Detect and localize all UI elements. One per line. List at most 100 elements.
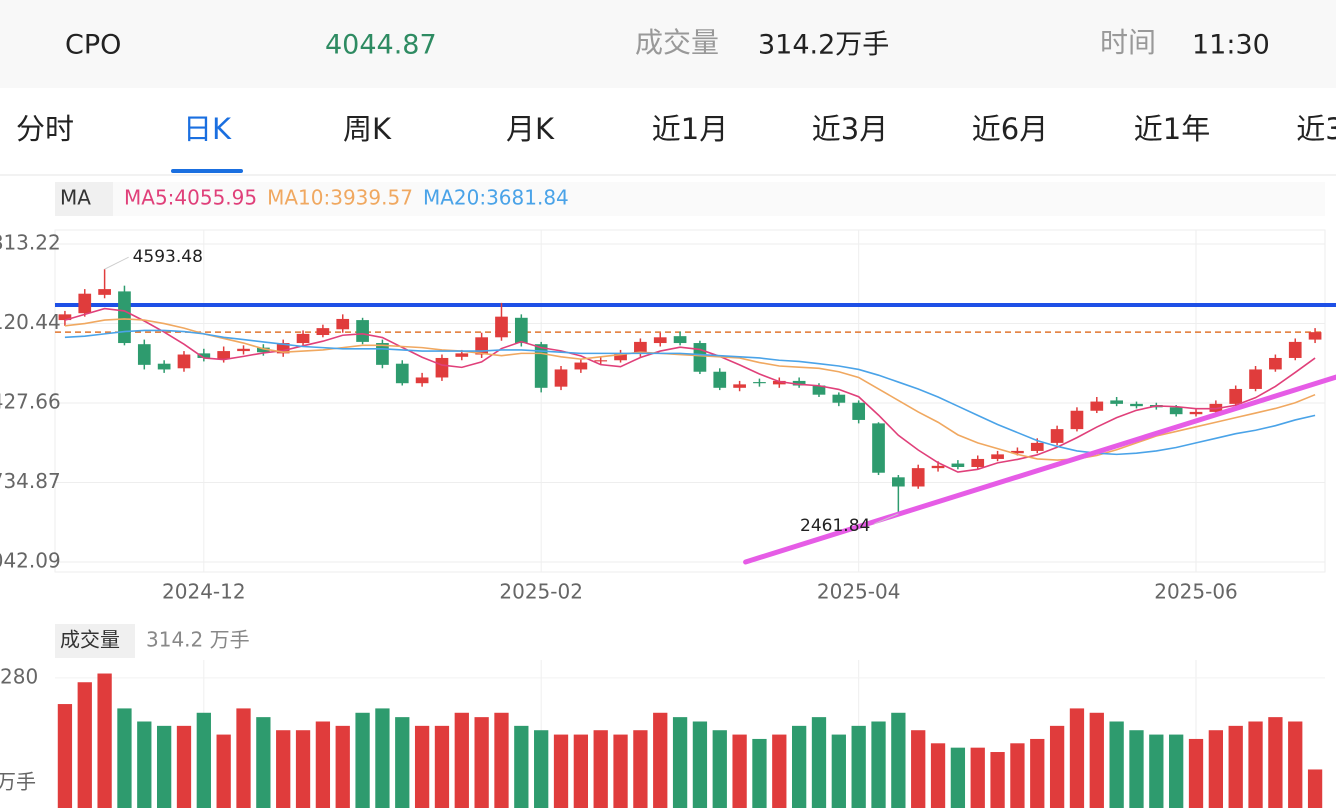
- tab-underline: [171, 169, 243, 173]
- legend-entry: MA5:4055.95: [124, 186, 257, 210]
- candle-body: [693, 343, 707, 372]
- candle-body: [1269, 357, 1282, 370]
- y-tick-label: 3427.66: [0, 389, 61, 413]
- volume-bar: [1208, 730, 1224, 808]
- candle-body: [237, 348, 250, 352]
- volume-bar: [732, 734, 747, 808]
- volume-bar: [1268, 717, 1283, 808]
- volume-bar: [216, 734, 231, 808]
- x-tick-label: 2025-04: [817, 580, 901, 604]
- candle-body: [217, 351, 231, 360]
- tab[interactable]: 近1年: [1134, 112, 1210, 146]
- volume-bar: [57, 704, 73, 808]
- candle-body: [1308, 332, 1322, 340]
- tab[interactable]: 周K: [343, 112, 392, 146]
- volume-bar: [355, 712, 370, 808]
- volume-bar: [970, 747, 985, 808]
- volume-bar: [236, 708, 251, 808]
- candle-body: [1169, 407, 1183, 415]
- volume-bar: [97, 673, 112, 808]
- volume-bar: [871, 721, 886, 808]
- tab[interactable]: 日K: [183, 112, 232, 146]
- tab[interactable]: 月K: [506, 112, 555, 146]
- volume-unit: 万手: [0, 770, 36, 794]
- candle-body: [713, 371, 727, 388]
- candle-body: [991, 454, 1004, 459]
- volume-bar: [1149, 734, 1164, 808]
- candle-body: [137, 344, 151, 365]
- volume-bar: [553, 734, 569, 808]
- volume-bar: [811, 717, 827, 808]
- volume-bar: [672, 717, 688, 808]
- volume-bar: [474, 717, 489, 808]
- volume: 314.2万手: [758, 30, 889, 61]
- candle-body: [78, 293, 92, 314]
- tab[interactable]: 近3: [1296, 112, 1336, 146]
- volume-bar: [375, 708, 390, 808]
- candle-body: [594, 360, 608, 362]
- y-tick-label: 4120.44: [0, 310, 61, 334]
- volume-bar: [772, 734, 787, 808]
- volume-bar: [117, 708, 132, 808]
- candle-body: [852, 402, 866, 420]
- legend-title-bg: [55, 182, 113, 216]
- candle-body: [276, 343, 290, 354]
- volume-bar: [1109, 721, 1124, 808]
- candle-body: [1189, 411, 1203, 415]
- candle-body: [98, 289, 111, 295]
- volume-bar: [831, 734, 846, 808]
- volume-bar: [1089, 712, 1104, 808]
- volume-bar: [692, 721, 708, 808]
- candle-body: [157, 363, 171, 370]
- volume-bar: [1248, 721, 1263, 808]
- candle-body: [911, 468, 925, 487]
- candle-body: [733, 384, 746, 388]
- volume-bar: [1129, 730, 1144, 808]
- ma-line: [64, 318, 1316, 461]
- candle-body: [931, 465, 945, 469]
- candle-body: [1130, 403, 1143, 407]
- ma-line: [64, 329, 1316, 456]
- legend-bg: [55, 182, 1325, 216]
- volume-bar: [196, 712, 211, 808]
- volume-bar: [1030, 738, 1045, 808]
- volume-bar: [434, 725, 450, 808]
- ma-line: [64, 307, 1316, 473]
- volume-bar: [613, 734, 628, 808]
- tab[interactable]: 分时: [16, 112, 74, 146]
- volume-bar: [156, 725, 172, 808]
- volume-bar: [1307, 769, 1323, 808]
- time-label: 时间: [1100, 26, 1156, 59]
- volume-bar: [315, 721, 331, 808]
- volume-title: 成交量: [60, 628, 120, 652]
- candle-body: [534, 344, 548, 388]
- volume-bar: [791, 725, 807, 808]
- volume-bar: [256, 717, 271, 808]
- x-tick-label: 2025-06: [1154, 580, 1238, 604]
- volume-bar: [1288, 721, 1303, 808]
- candle-body: [1110, 400, 1123, 404]
- tab[interactable]: 近6月: [972, 112, 1048, 146]
- volume-bar: [851, 725, 866, 808]
- tab[interactable]: 近3月: [812, 112, 888, 146]
- candle-body: [574, 362, 588, 370]
- candle-body: [614, 353, 627, 361]
- candle-body: [58, 314, 72, 321]
- volume-label: 成交量: [635, 26, 719, 59]
- price: 4044.87: [325, 30, 437, 61]
- volume-bar: [77, 682, 92, 808]
- time: 11:30: [1192, 30, 1270, 61]
- candle-body: [1229, 388, 1243, 404]
- volume-bar: [752, 738, 767, 808]
- tab[interactable]: 近1月: [652, 112, 728, 146]
- candle-body: [1249, 369, 1262, 389]
- volume-title-bg: [55, 624, 135, 658]
- candle-body: [495, 316, 508, 338]
- candle-body: [395, 363, 409, 384]
- volume-bar: [653, 712, 668, 808]
- candle-body: [1288, 341, 1302, 358]
- max-leader: [104, 256, 129, 270]
- trend-line: [743, 374, 1336, 565]
